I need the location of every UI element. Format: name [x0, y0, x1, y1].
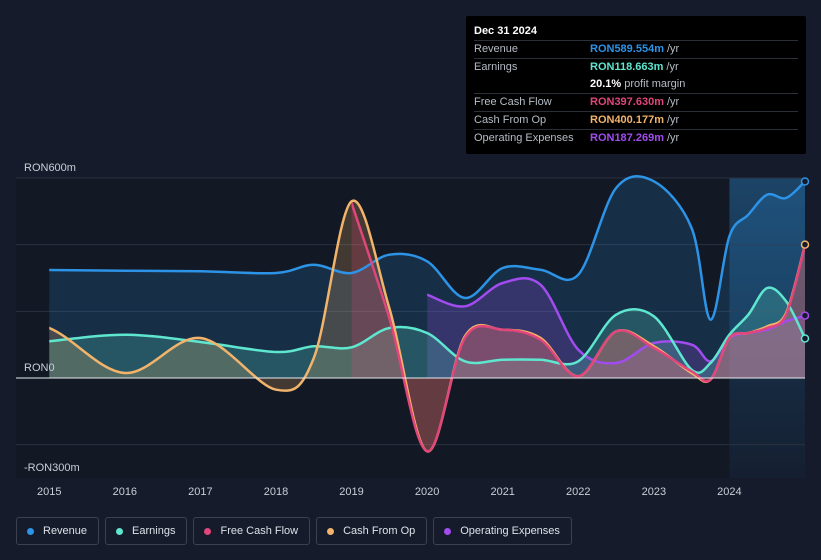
- tooltip-row-unit: profit margin: [624, 78, 686, 90]
- tooltip-row-unit: /yr: [667, 96, 680, 108]
- legend-dot-icon: [116, 527, 124, 535]
- tooltip-row-value: RON187.269m: [590, 132, 664, 144]
- tooltip-row: Operating Expenses RON187.269m/yr: [474, 129, 798, 147]
- tooltip-row-unit: /yr: [667, 132, 680, 144]
- tooltip-row-value: RON589.554m: [590, 43, 664, 55]
- tooltip-row-value: RON118.663m: [590, 61, 664, 73]
- tooltip-row-value: 20.1%: [590, 78, 622, 90]
- x-tick-label: 2017: [188, 486, 212, 498]
- tooltip-row-label: Revenue: [474, 43, 519, 55]
- line-revenue: [49, 175, 805, 321]
- legend: Revenue Earnings Free Cash Flow Cash From O…: [16, 517, 572, 547]
- tooltip-row-label: Earnings: [474, 61, 518, 73]
- line-free-cash-flow: [351, 202, 805, 453]
- endpoint-cash-from-op: [800, 240, 810, 249]
- legend-label: Revenue: [43, 525, 88, 537]
- tooltip-row-label: Operating Expenses: [474, 132, 574, 144]
- y-tick-label: RON0: [24, 362, 55, 374]
- endpoint-earnings: [800, 334, 810, 343]
- x-tick-label: 2020: [415, 486, 439, 498]
- tooltip-row: Revenue RON589.554m/yr: [474, 40, 798, 58]
- tooltip-row-unit: /yr: [667, 114, 680, 126]
- x-tick-label: 2016: [113, 486, 137, 498]
- endpoint-operating-expenses: [800, 311, 810, 320]
- y-tick-label: -RON300m: [24, 462, 80, 474]
- tooltip: Dec 31 2024 Revenue RON589.554m/yr Earning…: [466, 16, 806, 154]
- tooltip-row-unit: /yr: [666, 61, 679, 73]
- tooltip-row-unit: /yr: [667, 43, 680, 55]
- legend-item-revenue[interactable]: Revenue: [16, 517, 100, 545]
- tooltip-date: Dec 31 2024: [474, 25, 537, 37]
- x-tick-label: 2024: [717, 486, 741, 498]
- x-tick-label: 2019: [339, 486, 363, 498]
- x-tick-label: 2015: [37, 486, 61, 498]
- legend-item-operating-expenses[interactable]: Operating Expenses: [433, 517, 572, 545]
- y-tick-label: RON600m: [24, 162, 76, 174]
- legend-item-earnings[interactable]: Earnings: [105, 517, 188, 545]
- x-tick-label: 2021: [490, 486, 514, 498]
- tooltip-row-label: [474, 76, 590, 93]
- legend-dot-icon: [327, 527, 335, 535]
- legend-label: Cash From Op: [343, 525, 416, 537]
- tooltip-row-value: RON400.177m: [590, 114, 664, 126]
- legend-dot-icon: [444, 527, 452, 535]
- tooltip-row: Earnings RON118.663m/yr: [474, 58, 798, 76]
- legend-item-cash-from-op[interactable]: Cash From Op: [316, 517, 428, 545]
- area-revenue: [49, 176, 805, 378]
- tooltip-row: Cash From Op RON400.177m/yr: [474, 111, 798, 129]
- legend-label: Earnings: [132, 525, 176, 537]
- area-earnings: [49, 287, 805, 378]
- tooltip-row-value: RON397.630m: [590, 96, 664, 108]
- legend-label: Free Cash Flow: [220, 525, 299, 537]
- x-tick-label: 2022: [566, 486, 590, 498]
- tooltip-row: 20.1% profit margin: [474, 76, 798, 93]
- legend-dot-icon: [204, 527, 212, 535]
- area-cash-from-op: [49, 200, 805, 452]
- tooltip-row-label: Free Cash Flow: [474, 96, 552, 108]
- legend-item-free-cash-flow[interactable]: Free Cash Flow: [193, 517, 311, 545]
- tooltip-row: Free Cash Flow RON397.630m/yr: [474, 93, 798, 111]
- x-tick-label: 2023: [642, 486, 666, 498]
- x-tick-label: 2018: [264, 486, 288, 498]
- endpoint-revenue: [800, 177, 810, 186]
- legend-dot-icon: [27, 527, 34, 535]
- legend-label: Operating Expenses: [460, 525, 560, 537]
- tooltip-row-label: Cash From Op: [474, 114, 547, 126]
- area-operating-expenses: [427, 278, 805, 378]
